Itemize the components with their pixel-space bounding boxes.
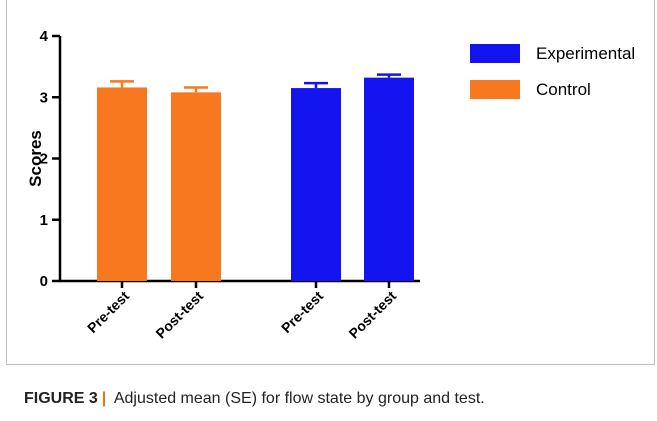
figure-label: FIGURE 3 <box>24 390 98 407</box>
category-labels: Pre-test Post-test Pre-test Post-test <box>84 288 399 342</box>
y-axis-title: Scores <box>26 130 45 187</box>
y-tick-label-4: 4 <box>40 28 49 45</box>
legend-label-experimental: Experimental <box>536 44 635 63</box>
y-tick-label-2: 2 <box>40 151 48 168</box>
legend-swatch-experimental <box>470 44 520 63</box>
bar-chart: 0 1 2 3 4 Pre-test Post-test Pre-test Post-test… <box>26 28 635 342</box>
bar-control-0 <box>97 87 147 281</box>
figure-caption: FIGURE 3 | Adjusted mean (SE) for flow st… <box>24 390 485 408</box>
bar-control-1 <box>171 92 221 281</box>
x-tick-label-2: Pre-test <box>278 288 326 336</box>
figure-frame <box>6 0 655 365</box>
y-tick-label-0: 0 <box>40 273 48 290</box>
legend-swatch-control <box>470 80 520 99</box>
y-tick-label-3: 3 <box>40 89 48 106</box>
x-tick-label-0: Pre-test <box>84 288 132 336</box>
tick-labels: 0 1 2 3 4 <box>40 28 49 290</box>
caption-separator: | <box>101 390 107 407</box>
x-tick-label-3: Post-test <box>345 288 399 342</box>
legend: Experimental Control <box>470 44 635 99</box>
y-tick-label-1: 1 <box>40 212 48 229</box>
bars <box>97 73 414 282</box>
x-tick-label-1: Post-test <box>152 288 206 342</box>
bar-experimental-1 <box>364 77 414 282</box>
legend-label-control: Control <box>536 80 591 99</box>
caption-text: Adjusted mean (SE) for flow state by gro… <box>113 390 485 407</box>
bar-experimental-0 <box>291 88 341 281</box>
